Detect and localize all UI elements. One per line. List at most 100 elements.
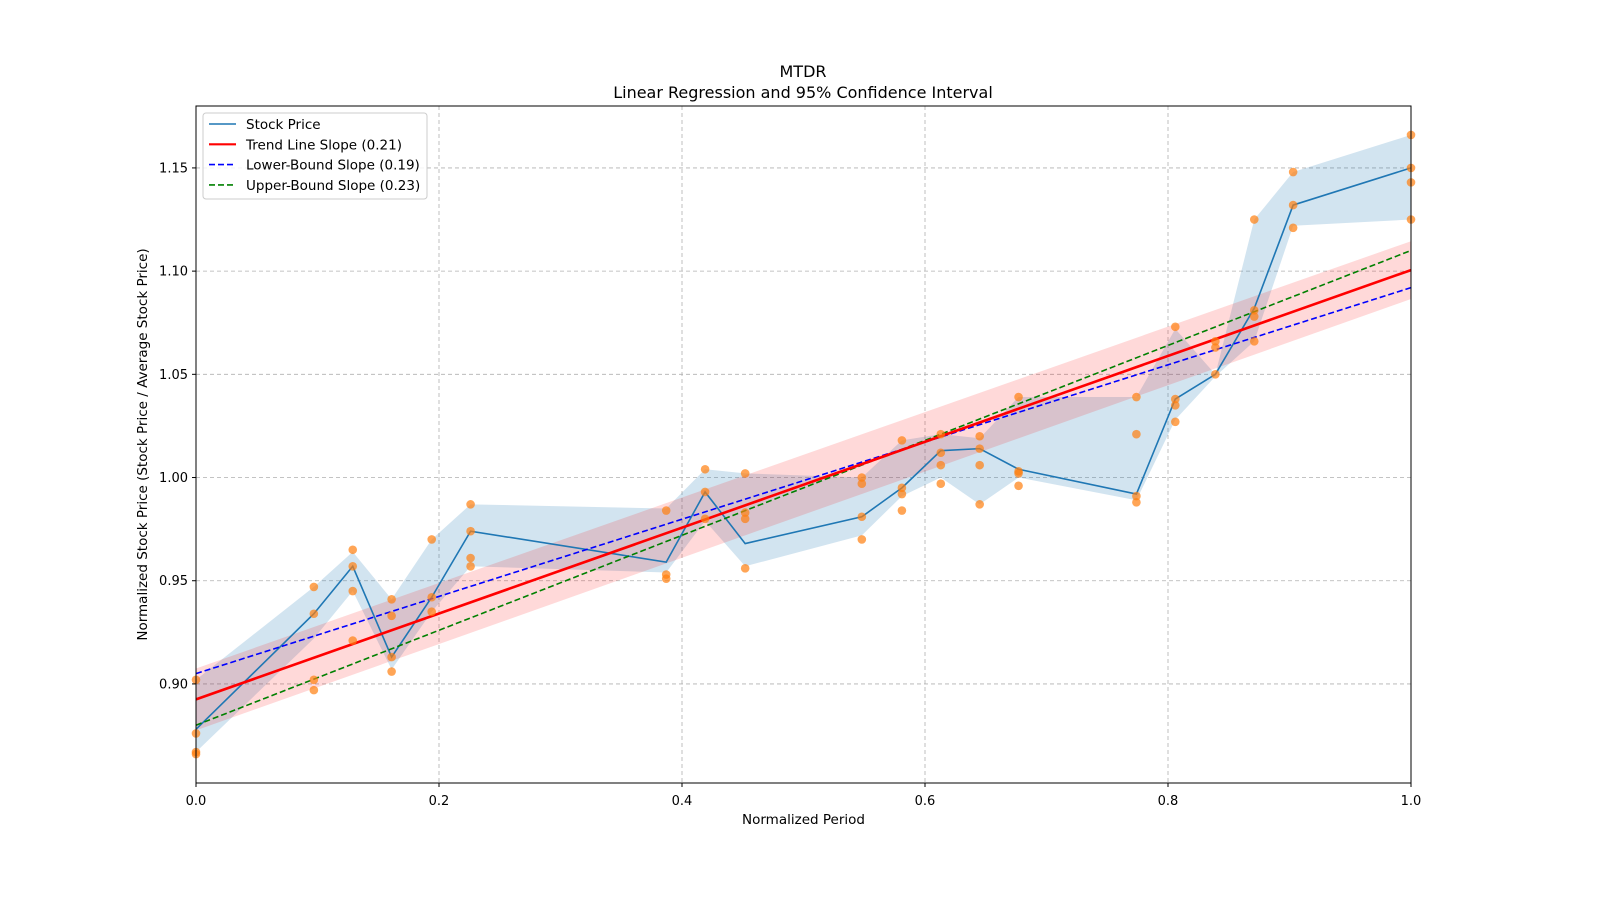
observation-point [700, 487, 710, 497]
observation-point [1249, 306, 1259, 315]
stock-price-line [195, 167, 1412, 730]
observation-point [1170, 400, 1180, 410]
y-tick-label: 1.00 [159, 471, 188, 486]
observation-point [427, 607, 437, 616]
x-tick-label: 1.0 [1401, 794, 1422, 809]
observation-point [1014, 469, 1023, 478]
observation-points [191, 130, 1416, 759]
legend-label: Trend Line Slope (0.21) [245, 137, 402, 153]
observation-point [348, 636, 358, 645]
x-tick-label: 0.6 [915, 794, 936, 809]
observation-point [466, 561, 475, 571]
observation-point [1170, 417, 1180, 427]
observation-point [1249, 312, 1259, 321]
observation-point [1132, 429, 1141, 439]
series-lines [195, 167, 1412, 730]
observation-point [427, 592, 437, 602]
observation-point [857, 512, 867, 522]
observation-point [1211, 343, 1220, 352]
lower-bound-line [195, 286, 1412, 675]
observation-point [1288, 167, 1298, 177]
legend-items: Stock Price Trend Line Slope (0.21) Lower-… [209, 117, 420, 194]
y-tick-label: 1.15 [159, 161, 188, 176]
observation-point [387, 652, 396, 662]
legend-label: Stock Price [246, 117, 321, 133]
y-tick-label: 0.95 [159, 574, 188, 589]
confidence-bands [196, 134, 1411, 753]
stock-price-band [196, 134, 1411, 753]
observation-point [1211, 370, 1220, 379]
observation-point [975, 444, 984, 453]
observation-point [348, 586, 358, 596]
observation-point [309, 609, 319, 619]
upper-bound-line [195, 249, 1412, 726]
observation-point [466, 526, 475, 536]
x-axis-ticks: 0.0 0.2 0.4 0.6 0.8 1.0 [186, 783, 1422, 809]
legend-label: Lower-Bound Slope (0.19) [246, 158, 420, 174]
observation-point [897, 489, 907, 499]
observation-point [857, 535, 867, 544]
observation-point [1014, 392, 1023, 402]
observation-point [700, 514, 710, 524]
observation-point [857, 479, 867, 489]
observation-point [466, 553, 475, 563]
observation-point [661, 574, 671, 583]
observation-point [897, 436, 907, 445]
x-tick-label: 0.0 [186, 794, 207, 809]
y-tick-label: 1.05 [159, 368, 188, 383]
observation-point [1211, 337, 1220, 346]
observation-point [1249, 337, 1259, 346]
observation-point [1132, 392, 1141, 402]
y-tick-label: 0.90 [159, 677, 188, 692]
observation-point [740, 469, 750, 478]
observation-point [1170, 322, 1180, 332]
chart-title: MTDR [779, 62, 826, 81]
observation-point [936, 479, 946, 489]
observation-point [740, 564, 750, 573]
observation-point [1288, 200, 1298, 210]
grid [195, 106, 1412, 783]
observation-point [936, 448, 946, 458]
plot-frame [195, 105, 1412, 784]
observation-point [309, 675, 319, 685]
observation-point [936, 460, 946, 470]
observation-point [857, 473, 867, 482]
legend-box [202, 112, 428, 200]
observation-point [1249, 215, 1259, 224]
observation-point [466, 500, 475, 509]
observation-point [1014, 481, 1023, 491]
observation-point [740, 514, 750, 524]
observation-point [1288, 223, 1298, 233]
x-tick-label: 0.4 [672, 794, 693, 809]
observation-point [387, 595, 396, 604]
observation-point [1132, 491, 1141, 501]
observation-point [936, 429, 946, 439]
observation-point [348, 545, 358, 555]
x-tick-label: 0.2 [429, 794, 450, 809]
observation-point [700, 464, 710, 474]
chart-subtitle: Linear Regression and 95% Confidence Int… [613, 83, 993, 102]
observation-point [427, 535, 437, 544]
observation-point [1170, 394, 1180, 404]
observation-point [348, 561, 358, 571]
observation-point [661, 506, 671, 515]
legend: Stock Price Trend Line Slope (0.21) Lower-… [202, 112, 428, 200]
y-tick-label: 1.10 [159, 265, 188, 280]
y-axis-label: Normalized Stock Price (Stock Price / Av… [135, 248, 151, 640]
trend-line [195, 268, 1412, 701]
x-tick-label: 0.8 [1158, 794, 1179, 809]
observation-point [309, 582, 319, 592]
observation-point [897, 483, 907, 493]
legend-label: Upper-Bound Slope (0.23) [246, 178, 420, 194]
observation-point [309, 685, 319, 695]
observation-point [975, 500, 984, 509]
y-axis-ticks: 0.90 0.95 1.00 1.05 1.10 1.15 [159, 161, 196, 692]
x-axis-label: Normalized Period [742, 812, 865, 828]
observation-point [897, 506, 907, 515]
observation-point [975, 460, 984, 470]
observation-point [740, 508, 750, 517]
observation-point [387, 611, 396, 621]
observation-point [975, 431, 984, 441]
observation-point [1132, 497, 1141, 507]
